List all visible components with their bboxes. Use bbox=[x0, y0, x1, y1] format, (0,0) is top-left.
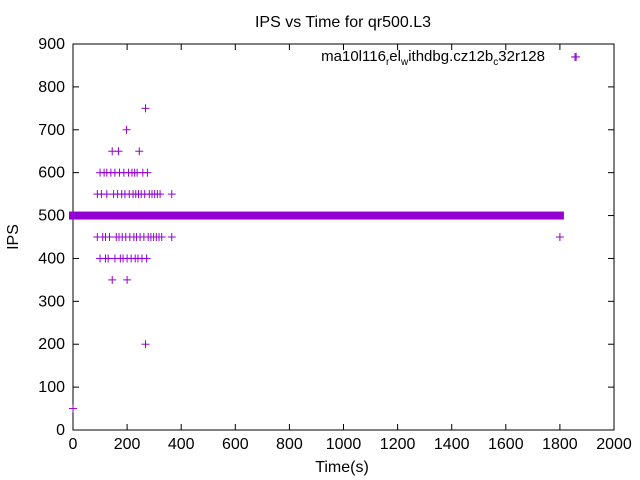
data-point bbox=[135, 147, 144, 156]
x-tick-label: 2000 bbox=[596, 436, 632, 453]
x-tick-label: 0 bbox=[69, 436, 78, 453]
data-point bbox=[69, 404, 77, 413]
legend: ma10l116relwithdbg.cz12bc32r128 bbox=[321, 48, 579, 68]
data-point bbox=[123, 275, 132, 284]
x-tick-label: 400 bbox=[168, 436, 195, 453]
x-tick-label: 1200 bbox=[380, 436, 416, 453]
data-point bbox=[105, 233, 114, 241]
y-axis-label: IPS bbox=[5, 224, 22, 250]
x-tick-label: 1600 bbox=[488, 436, 524, 453]
axis-ticks bbox=[72, 43, 615, 431]
data-point bbox=[555, 233, 564, 241]
data-band bbox=[69, 211, 564, 220]
x-tick-label: 200 bbox=[114, 436, 141, 453]
x-tick-label: 600 bbox=[222, 436, 249, 453]
data-point bbox=[104, 254, 113, 263]
legend-marker-plus bbox=[571, 53, 579, 61]
data-point bbox=[143, 168, 152, 177]
y-tick-label: 100 bbox=[38, 379, 65, 396]
y-tick-label: 600 bbox=[38, 165, 65, 182]
data-point bbox=[142, 254, 151, 263]
data-point bbox=[102, 190, 111, 199]
chart-title: IPS vs Time for qr500.L3 bbox=[255, 14, 431, 31]
data-point bbox=[141, 104, 150, 113]
axis-tick-labels: 0 200 400 600 800 1000 1200 1400 1600 1800 2000 0 10… bbox=[38, 36, 632, 453]
x-tick-label: 800 bbox=[276, 436, 303, 453]
legend-marker bbox=[571, 53, 579, 61]
x-axis-label: Time(s) bbox=[315, 459, 369, 476]
scatter-series bbox=[69, 52, 581, 413]
data-point bbox=[157, 233, 166, 241]
x-tick-label: 1000 bbox=[326, 436, 362, 453]
y-tick-label: 300 bbox=[38, 293, 65, 310]
y-tick-label: 800 bbox=[38, 79, 65, 96]
data-point bbox=[167, 233, 176, 241]
x-tick-label: 1800 bbox=[542, 436, 578, 453]
y-tick-label: 700 bbox=[38, 122, 65, 139]
legend-series-label: ma10l116relwithdbg.cz12bc32r128 bbox=[321, 48, 545, 68]
y-tick-label: 200 bbox=[38, 336, 65, 353]
y-tick-label: 900 bbox=[38, 36, 65, 53]
data-point bbox=[108, 275, 117, 284]
data-point bbox=[167, 190, 176, 199]
data-point bbox=[156, 190, 165, 199]
y-tick-label: 0 bbox=[56, 422, 65, 439]
data-point bbox=[114, 147, 123, 156]
x-tick-label: 1400 bbox=[434, 436, 470, 453]
y-tick-label: 400 bbox=[38, 250, 65, 267]
data-point bbox=[122, 125, 131, 134]
y-tick-label: 500 bbox=[38, 208, 65, 225]
data-point bbox=[141, 340, 150, 349]
